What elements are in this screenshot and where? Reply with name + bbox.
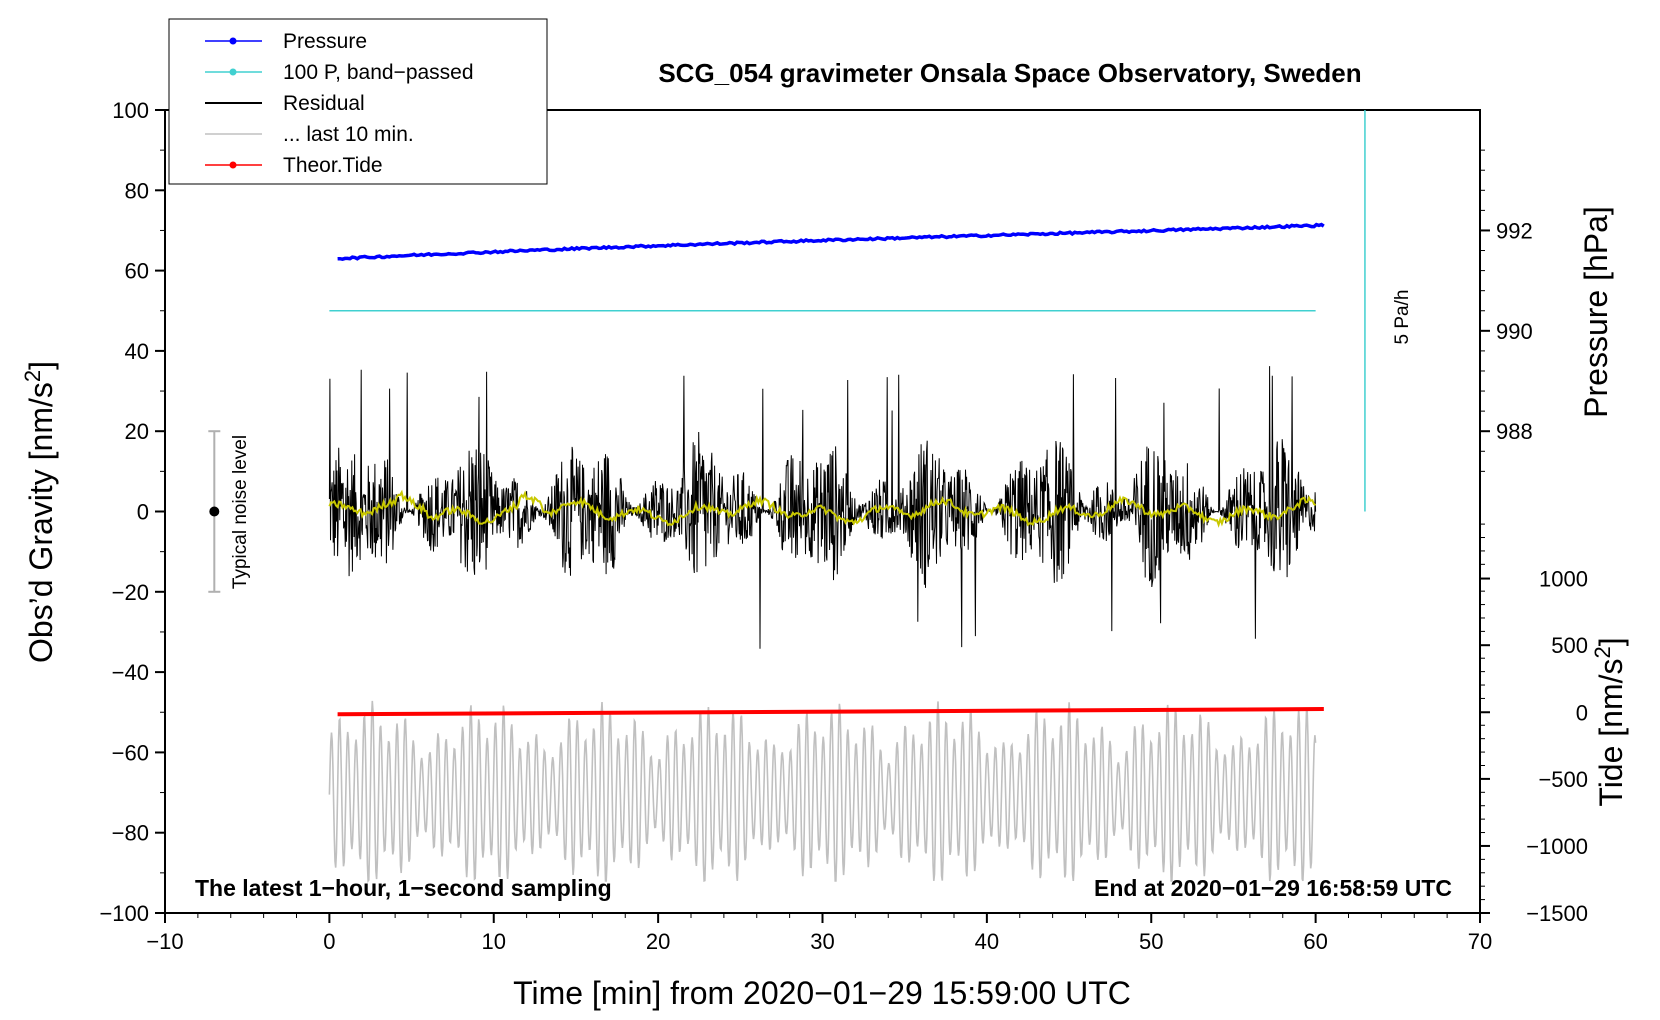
x-tick-label: 20 xyxy=(646,929,670,954)
series-residual-smoothed xyxy=(328,489,1317,528)
y-tick-label: −100 xyxy=(99,901,149,926)
x-tick-label: 50 xyxy=(1139,929,1163,954)
y-axis-tide: −1500 −1000 −500 0 500 1000 xyxy=(1480,523,1588,926)
y-axis-title-tide: Tide [nm/s2] xyxy=(1590,637,1629,806)
series-residual xyxy=(328,366,1317,649)
x-tick-label: 0 xyxy=(323,929,335,954)
tide-tick-label: −1000 xyxy=(1526,834,1588,859)
legend-marker xyxy=(229,161,237,169)
x-tick-label: 70 xyxy=(1468,929,1492,954)
x-tick-label: 10 xyxy=(482,929,506,954)
y-tick-label: 40 xyxy=(125,339,149,364)
legend-label: ... last 10 min. xyxy=(283,123,414,146)
chart-title: SCG_054 gravimeter Onsala Space Observat… xyxy=(658,58,1361,88)
x-tick-label: 40 xyxy=(975,929,999,954)
y-tick-label: −20 xyxy=(112,580,149,605)
series-pressure xyxy=(337,222,1325,262)
y-tick-label: 20 xyxy=(125,419,149,444)
annotation-latest-hour: The latest 1−hour, 1−second sampling xyxy=(195,875,612,901)
x-tick-label: 60 xyxy=(1303,929,1327,954)
y-axis-pressure: 988 990 992 xyxy=(1480,149,1533,472)
legend-marker xyxy=(229,37,237,45)
y-tick-label: −60 xyxy=(112,740,149,765)
y-axis-gravity: −100 −80 −60 −40 −20 0 20 40 60 80 100 xyxy=(99,98,165,926)
noise-level-dot xyxy=(209,506,220,517)
legend-box xyxy=(168,18,548,185)
tide-tick-label: −1500 xyxy=(1526,901,1588,926)
series-last-10-min xyxy=(328,700,1317,884)
tide-tick-label: 1000 xyxy=(1539,567,1588,592)
pressure-tick-label: 990 xyxy=(1496,319,1533,344)
annotation-end-time: End at 2020−01−29 16:58:59 UTC xyxy=(1094,875,1452,901)
legend-label: Residual xyxy=(283,92,365,115)
y-axis-title-gravity: Obs’d Gravity [nm/s2] xyxy=(20,361,59,663)
y-axis-title-pressure: Pressure [hPa] xyxy=(1578,206,1614,418)
tide-tick-label: 500 xyxy=(1551,633,1588,658)
legend-label: Pressure xyxy=(283,30,367,53)
pressure-tick-label: 988 xyxy=(1496,419,1533,444)
x-tick-label: 30 xyxy=(810,929,834,954)
y-tick-label: 80 xyxy=(125,178,149,203)
y-tick-label: 60 xyxy=(125,259,149,284)
legend-label: 100 P, band−passed xyxy=(283,61,474,84)
y-tick-label: 100 xyxy=(112,98,149,123)
y-tick-label: −40 xyxy=(112,660,149,685)
rate-bar-label: 5 Pa/h xyxy=(1392,290,1413,345)
tide-tick-label: 0 xyxy=(1576,700,1588,725)
noise-level-indicator xyxy=(208,430,221,593)
noise-level-label: Typical noise level xyxy=(230,435,251,589)
tide-tick-label: −500 xyxy=(1538,767,1588,792)
legend: Pressure 100 P, band−passed Residual ... la… xyxy=(168,18,548,185)
x-axis: −10 0 10 20 30 40 50 60 70 xyxy=(146,913,1492,954)
x-tick-label: −10 xyxy=(146,929,183,954)
y-tick-label: −80 xyxy=(112,821,149,846)
y-tick-label: 0 xyxy=(137,500,149,525)
legend-label: Theor.Tide xyxy=(283,154,383,177)
legend-marker xyxy=(229,68,237,76)
series-theor-tide xyxy=(337,707,1324,717)
pressure-tick-label: 992 xyxy=(1496,218,1533,243)
x-axis-title: Time [min] from 2020−01−29 15:59:00 UTC xyxy=(513,975,1131,1011)
